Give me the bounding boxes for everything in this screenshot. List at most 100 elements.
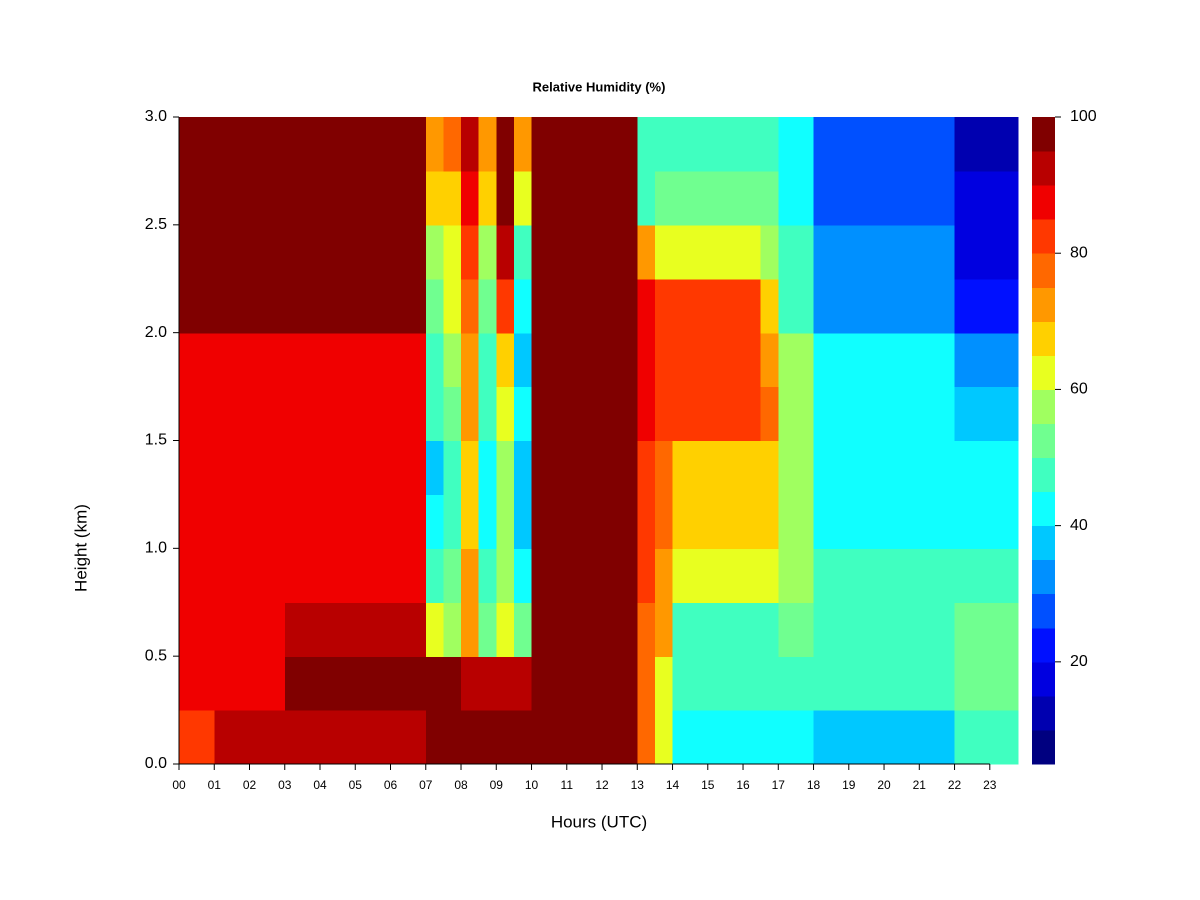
cell bbox=[196, 602, 215, 657]
cell bbox=[989, 386, 1009, 442]
cell bbox=[478, 170, 497, 226]
cell bbox=[355, 656, 374, 711]
cell bbox=[584, 332, 603, 388]
cell bbox=[743, 548, 762, 603]
colorbar-band bbox=[1032, 593, 1055, 629]
cell bbox=[602, 332, 621, 388]
cell bbox=[179, 278, 198, 334]
cell bbox=[690, 170, 709, 226]
cell bbox=[690, 440, 709, 496]
cell bbox=[637, 656, 656, 711]
cell bbox=[954, 332, 973, 388]
colorbar-band bbox=[1032, 559, 1055, 595]
cell bbox=[672, 224, 691, 280]
x-tick-label: 14 bbox=[666, 778, 680, 792]
cell bbox=[901, 602, 920, 657]
cell bbox=[919, 278, 938, 334]
cell bbox=[513, 278, 533, 334]
cell bbox=[654, 548, 674, 603]
cell bbox=[743, 332, 762, 388]
x-tick-label: 07 bbox=[419, 778, 433, 792]
x-tick-label: 05 bbox=[349, 778, 363, 792]
cell bbox=[390, 170, 409, 226]
cell bbox=[320, 332, 339, 388]
colorbar-band bbox=[1032, 695, 1055, 731]
cell bbox=[690, 117, 709, 172]
cell bbox=[690, 224, 709, 280]
cell bbox=[337, 494, 356, 549]
cell bbox=[690, 656, 709, 711]
cell bbox=[637, 494, 656, 549]
cell bbox=[408, 548, 427, 603]
cell bbox=[337, 656, 356, 711]
cell bbox=[302, 602, 321, 657]
cell bbox=[743, 386, 762, 442]
cell bbox=[425, 548, 444, 603]
cell bbox=[531, 440, 550, 496]
cell bbox=[901, 656, 920, 711]
cell bbox=[831, 278, 850, 334]
cell bbox=[214, 170, 233, 226]
cell bbox=[372, 656, 392, 711]
cell bbox=[778, 170, 797, 226]
cell bbox=[179, 170, 198, 226]
cell bbox=[919, 710, 938, 765]
x-tick-label: 16 bbox=[736, 778, 750, 792]
cell bbox=[531, 224, 550, 280]
cell bbox=[795, 656, 815, 711]
cell bbox=[690, 278, 709, 334]
cell bbox=[496, 170, 515, 226]
cell bbox=[461, 656, 480, 711]
cell bbox=[478, 548, 497, 603]
cell bbox=[919, 656, 938, 711]
cell bbox=[302, 117, 321, 172]
cell bbox=[513, 602, 533, 657]
cell bbox=[284, 117, 303, 172]
cell bbox=[196, 224, 215, 280]
cell bbox=[284, 440, 303, 496]
cell bbox=[231, 656, 251, 711]
cell bbox=[884, 548, 903, 603]
cell bbox=[936, 332, 956, 388]
cell bbox=[355, 494, 374, 549]
cell bbox=[302, 548, 321, 603]
cell bbox=[231, 710, 251, 765]
cell bbox=[972, 602, 991, 657]
cell bbox=[584, 656, 603, 711]
cell bbox=[936, 386, 956, 442]
cell bbox=[654, 494, 674, 549]
cell bbox=[549, 278, 568, 334]
cell bbox=[443, 656, 462, 711]
cell bbox=[936, 656, 956, 711]
cell bbox=[989, 117, 1009, 172]
cell bbox=[337, 332, 356, 388]
cell bbox=[901, 440, 920, 496]
cell bbox=[602, 386, 621, 442]
cell bbox=[707, 494, 727, 549]
cell bbox=[425, 440, 444, 496]
cell bbox=[249, 656, 268, 711]
cell bbox=[760, 170, 779, 226]
cell bbox=[549, 170, 568, 226]
cell bbox=[1007, 117, 1019, 172]
cell bbox=[425, 494, 444, 549]
colorbar-band bbox=[1032, 729, 1055, 765]
cell bbox=[302, 494, 321, 549]
cell bbox=[443, 386, 462, 442]
cell bbox=[461, 278, 480, 334]
x-tick-label: 17 bbox=[772, 778, 786, 792]
cell bbox=[513, 548, 533, 603]
cell bbox=[1007, 386, 1019, 442]
x-tick-label: 22 bbox=[948, 778, 962, 792]
cell bbox=[1007, 224, 1019, 280]
cell bbox=[602, 117, 621, 172]
cell bbox=[496, 224, 515, 280]
cell bbox=[196, 710, 215, 765]
cell bbox=[549, 602, 568, 657]
cell bbox=[972, 548, 991, 603]
cell bbox=[302, 332, 321, 388]
cell bbox=[372, 332, 392, 388]
cell bbox=[566, 440, 585, 496]
cell bbox=[284, 656, 303, 711]
cell bbox=[919, 170, 938, 226]
